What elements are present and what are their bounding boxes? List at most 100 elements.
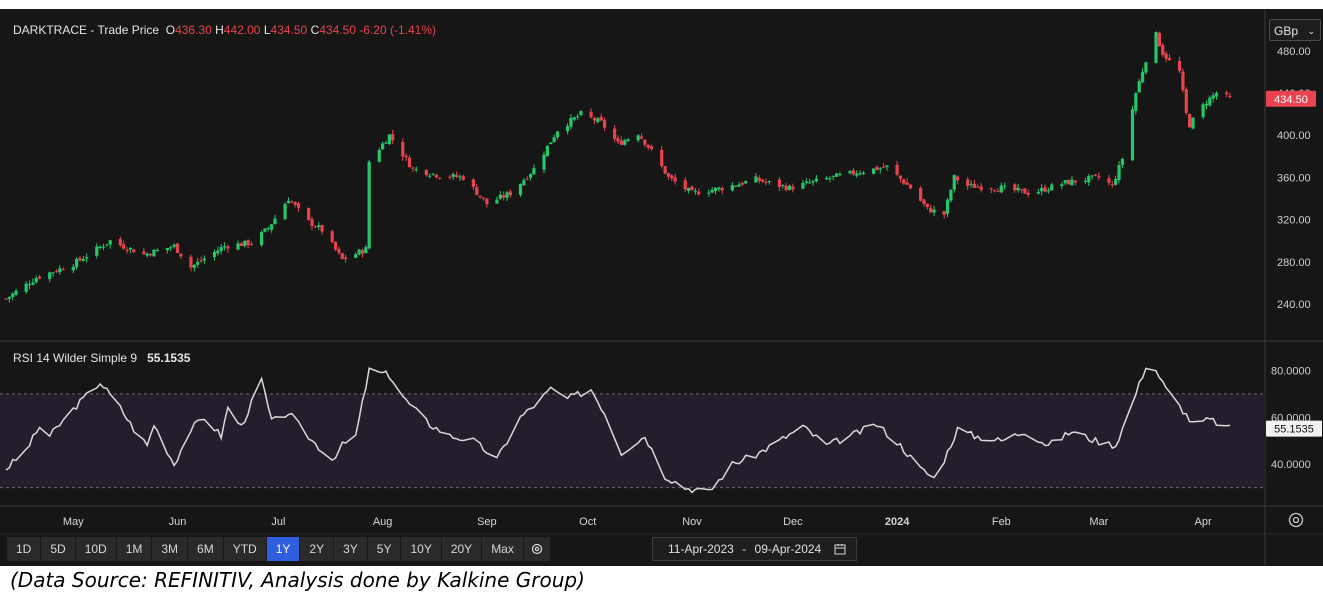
range-button-3y[interactable]: 3Y — [334, 537, 368, 561]
range-button-1d[interactable]: 1D — [7, 537, 42, 561]
candle-body — [61, 269, 65, 271]
candle-body — [485, 198, 489, 205]
candle-body — [407, 157, 412, 168]
candle-body — [1161, 45, 1165, 55]
candle-body — [458, 176, 462, 178]
candle-body — [1093, 174, 1098, 176]
candle-body — [528, 174, 533, 178]
calendar-icon[interactable] — [834, 543, 846, 555]
candle-body — [414, 169, 418, 171]
price-tick-label: 480.00 — [1277, 46, 1311, 58]
range-button-bar: 1D 5D 10D 1M 3M 6M YTD 1Y 2Y 3Y 5Y 10Y 20Y Max — [7, 537, 551, 561]
candle-body — [367, 161, 371, 249]
candle-body — [105, 244, 109, 246]
last-price-tag: 434.50 — [1266, 90, 1316, 107]
range-button-max[interactable]: Max — [482, 537, 524, 561]
date-range-picker[interactable]: 11-Apr-2023 - 09-Apr-2024 — [652, 537, 857, 561]
candle-body — [165, 248, 170, 251]
candle-body — [219, 247, 223, 251]
currency-dropdown[interactable]: GBp ⌄ — [1269, 19, 1321, 41]
candle-body — [643, 139, 647, 145]
candle-body — [898, 175, 903, 179]
candle-body — [51, 272, 55, 274]
candle-body — [737, 184, 741, 187]
range-button-1y[interactable]: 1Y — [266, 537, 301, 561]
candle-body — [713, 187, 718, 191]
candle-body — [317, 225, 321, 228]
candle-body — [871, 168, 876, 174]
candle-body — [616, 138, 620, 142]
candle-body — [1177, 60, 1182, 71]
candle-body — [142, 251, 146, 255]
candle-body — [666, 173, 671, 177]
candle-body — [1097, 176, 1101, 178]
candle-body — [448, 176, 452, 178]
candle-body — [804, 181, 808, 183]
candle-body — [34, 278, 38, 283]
candle-body — [525, 178, 529, 180]
candle-body — [532, 168, 536, 175]
range-button-5y[interactable]: 5Y — [367, 537, 402, 561]
candle-body — [599, 116, 603, 121]
range-button-6m[interactable]: 6M — [188, 537, 224, 561]
range-button-ytd[interactable]: YTD — [223, 537, 267, 561]
range-button-10d[interactable]: 10D — [75, 537, 117, 561]
candle-body — [1090, 175, 1094, 177]
candle-body — [381, 143, 385, 150]
range-button-5d[interactable]: 5D — [41, 537, 76, 561]
candlestick-series — [4, 31, 1232, 303]
candle-body — [808, 182, 812, 184]
chart-canvas[interactable]: 480.00440.00400.00360.00320.00280.00240.… — [0, 9, 1323, 566]
candle-body — [118, 239, 122, 246]
candle-body — [273, 218, 277, 225]
range-button-3m[interactable]: 3M — [152, 537, 189, 561]
candle-body — [952, 175, 956, 190]
candle-body — [502, 195, 506, 198]
date-from: 11-Apr-2023 — [668, 542, 734, 556]
candle-body — [1107, 178, 1111, 183]
candle-body — [848, 170, 852, 174]
range-button-10y[interactable]: 10Y — [401, 537, 442, 561]
candle-body — [128, 247, 133, 250]
candle-body — [811, 180, 815, 183]
candle-body — [431, 173, 435, 175]
candle-body — [108, 240, 112, 245]
candle-body — [1157, 32, 1161, 47]
candle-body — [1191, 117, 1195, 129]
candle-body — [697, 191, 701, 195]
candle-body — [942, 211, 946, 215]
candle-body — [976, 186, 980, 188]
time-tick-label: Mar — [1089, 516, 1108, 528]
candle-body — [895, 164, 899, 175]
candle-body — [555, 131, 560, 138]
range-button-2y[interactable]: 2Y — [300, 537, 335, 561]
candle-body — [259, 231, 264, 246]
candle-body — [505, 192, 509, 198]
range-button-20y[interactable]: 20Y — [441, 537, 483, 561]
candle-body — [438, 177, 442, 179]
candle-body — [293, 202, 297, 205]
svg-text:434.50: 434.50 — [1274, 94, 1308, 106]
candle-body — [1016, 187, 1020, 191]
time-tick-label: Oct — [579, 516, 596, 528]
time-tick-label: Sep — [477, 516, 497, 528]
candle-body — [814, 178, 818, 182]
candle-body — [1184, 89, 1188, 113]
candle-body — [801, 182, 805, 189]
candle-body — [966, 179, 970, 187]
gear-icon[interactable] — [523, 537, 551, 561]
candle-body — [340, 253, 344, 260]
series-label: Trade Price — [97, 23, 160, 37]
candle-body — [454, 174, 459, 178]
candle-body — [1087, 176, 1091, 183]
candle-body — [861, 172, 866, 174]
time-tick-label: Feb — [992, 516, 1011, 528]
candle-body — [169, 247, 173, 249]
candle-body — [1003, 185, 1007, 187]
candle-body — [878, 168, 882, 170]
low-label: L — [263, 23, 271, 37]
range-button-1m[interactable]: 1M — [116, 537, 153, 561]
candle-body — [226, 246, 230, 249]
candle-body — [838, 173, 842, 176]
settings-icon[interactable] — [1287, 511, 1305, 529]
